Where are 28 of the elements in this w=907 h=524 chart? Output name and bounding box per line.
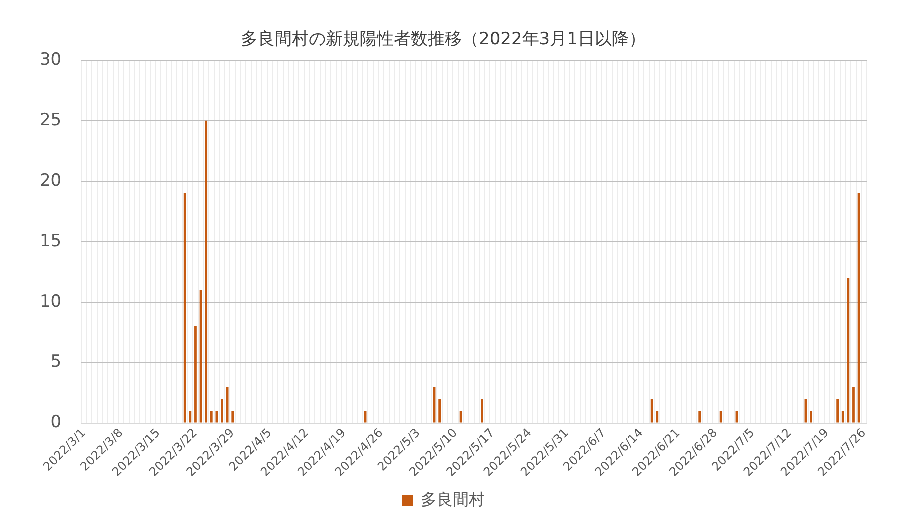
bar (232, 411, 234, 423)
y-tick-label: 15 (40, 231, 62, 252)
bar (720, 411, 722, 423)
bar (189, 411, 192, 423)
bar (650, 399, 654, 423)
chart-title: 多良間村の新規陽性者数推移（2022年3月1日以降） (241, 30, 646, 50)
bar (194, 326, 197, 423)
bar (210, 411, 213, 423)
bar (852, 387, 855, 423)
bar (656, 411, 659, 423)
bar (221, 399, 224, 423)
bar (226, 387, 229, 423)
y-tick-label: 20 (40, 170, 62, 191)
bar (205, 120, 208, 423)
y-tick-label: 0 (50, 412, 62, 433)
bar (836, 399, 840, 423)
bar (438, 399, 442, 423)
y-tick-label: 30 (40, 50, 62, 70)
y-tick-label: 5 (50, 352, 62, 372)
bar (810, 411, 812, 423)
y-tick-label: 25 (40, 110, 62, 130)
bar (698, 411, 702, 423)
y-tick-label: 10 (40, 292, 62, 312)
bar (842, 411, 844, 423)
bar (184, 193, 186, 423)
bar (481, 399, 484, 423)
legend-label: 多良間村 (421, 490, 485, 510)
bar (847, 278, 850, 423)
